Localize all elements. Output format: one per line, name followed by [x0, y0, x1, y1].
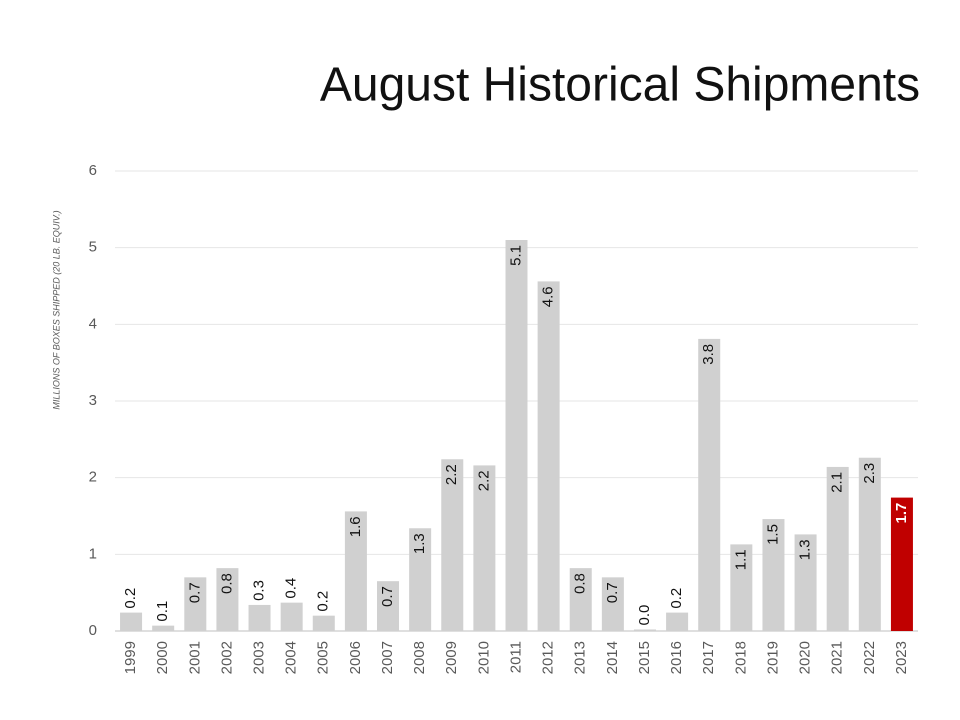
x-tick-label: 2017	[700, 641, 717, 674]
data-label: 3.8	[700, 344, 717, 365]
x-tick-label: 2010	[475, 641, 492, 674]
x-tick-label: 2003	[251, 641, 268, 674]
x-tick-label: 2001	[186, 641, 203, 674]
data-label: 1.7	[893, 503, 910, 524]
x-tick-label: 2018	[732, 641, 749, 674]
data-label: 1.3	[411, 533, 428, 554]
bar	[601, 577, 624, 631]
data-label: 0.8	[218, 573, 235, 594]
bar	[280, 602, 303, 631]
x-tick-label: 2007	[379, 641, 396, 674]
y-axis-label: MILLIONS OF BOXES SHIPPED (20 LB. EQUIV.…	[51, 210, 61, 409]
x-tick-label: 2011	[507, 641, 524, 673]
data-label: 0.1	[154, 601, 171, 622]
data-label: 2.2	[443, 464, 460, 485]
data-label: 1.3	[797, 539, 814, 560]
data-label: 0.0	[636, 605, 653, 626]
chart-title: August Historical Shipments	[320, 59, 920, 112]
y-tick-label: 3	[89, 392, 97, 409]
data-label: 2.1	[829, 472, 846, 493]
x-tick-label: 1999	[122, 641, 139, 674]
data-label: 0.2	[668, 588, 685, 609]
bar	[730, 544, 753, 631]
bar	[762, 519, 785, 631]
data-label: 0.8	[572, 573, 589, 594]
bar	[666, 612, 689, 631]
bar	[152, 625, 175, 631]
x-tick-label: 2012	[540, 641, 557, 674]
bar	[184, 577, 207, 631]
data-label: 0.3	[251, 580, 268, 601]
x-tick-label: 2015	[636, 641, 653, 674]
data-label: 0.7	[186, 582, 203, 603]
bar	[216, 568, 239, 631]
data-label: 0.4	[283, 578, 300, 599]
data-label: 5.1	[507, 245, 524, 266]
bar	[248, 604, 271, 631]
bar	[569, 568, 592, 631]
bar	[794, 534, 817, 631]
x-tick-label: 2021	[829, 641, 846, 674]
data-label: 0.7	[604, 582, 621, 603]
x-tick-label: 2019	[764, 641, 781, 674]
x-tick-label: 2006	[347, 641, 364, 674]
bar	[537, 281, 560, 631]
bar	[890, 497, 913, 631]
x-tick-label: 2020	[797, 641, 814, 674]
bar	[698, 338, 721, 631]
bar	[858, 457, 881, 631]
bar	[120, 612, 143, 631]
data-label: 0.2	[315, 591, 332, 612]
y-tick-label: 2	[89, 469, 97, 486]
x-tick-label: 2004	[283, 641, 300, 674]
data-label: 0.2	[122, 588, 139, 609]
y-tick-label: 4	[89, 315, 97, 332]
x-tick-label: 2005	[315, 641, 332, 674]
y-tick-label: 0	[89, 622, 97, 639]
data-label: 1.5	[764, 524, 781, 545]
bar	[505, 240, 528, 631]
x-tick-label: 2022	[861, 641, 878, 674]
x-tick-label: 2008	[411, 641, 428, 674]
x-tick-label: 2009	[443, 641, 460, 674]
data-label: 1.1	[732, 549, 749, 570]
data-label: 1.6	[347, 516, 364, 537]
x-tick-label: 2002	[218, 641, 235, 674]
y-tick-label: 1	[89, 545, 97, 562]
data-label: 4.6	[540, 286, 557, 307]
data-label: 0.7	[379, 586, 396, 607]
bar	[312, 615, 335, 631]
bar	[473, 465, 496, 631]
x-tick-label: 2000	[154, 641, 171, 674]
bar	[633, 629, 656, 631]
x-tick-label: 2014	[604, 641, 621, 674]
data-label: 2.3	[861, 463, 878, 484]
x-tick-label: 2016	[668, 641, 685, 674]
x-tick-label: 2013	[572, 641, 589, 674]
bar	[377, 581, 400, 631]
bar	[441, 459, 464, 631]
data-label: 2.2	[475, 470, 492, 491]
y-tick-label: 5	[89, 239, 97, 256]
bar	[826, 466, 849, 631]
bar	[344, 511, 367, 631]
y-tick-label: 6	[89, 162, 97, 179]
x-tick-label: 2023	[893, 641, 910, 674]
bar	[409, 528, 432, 631]
